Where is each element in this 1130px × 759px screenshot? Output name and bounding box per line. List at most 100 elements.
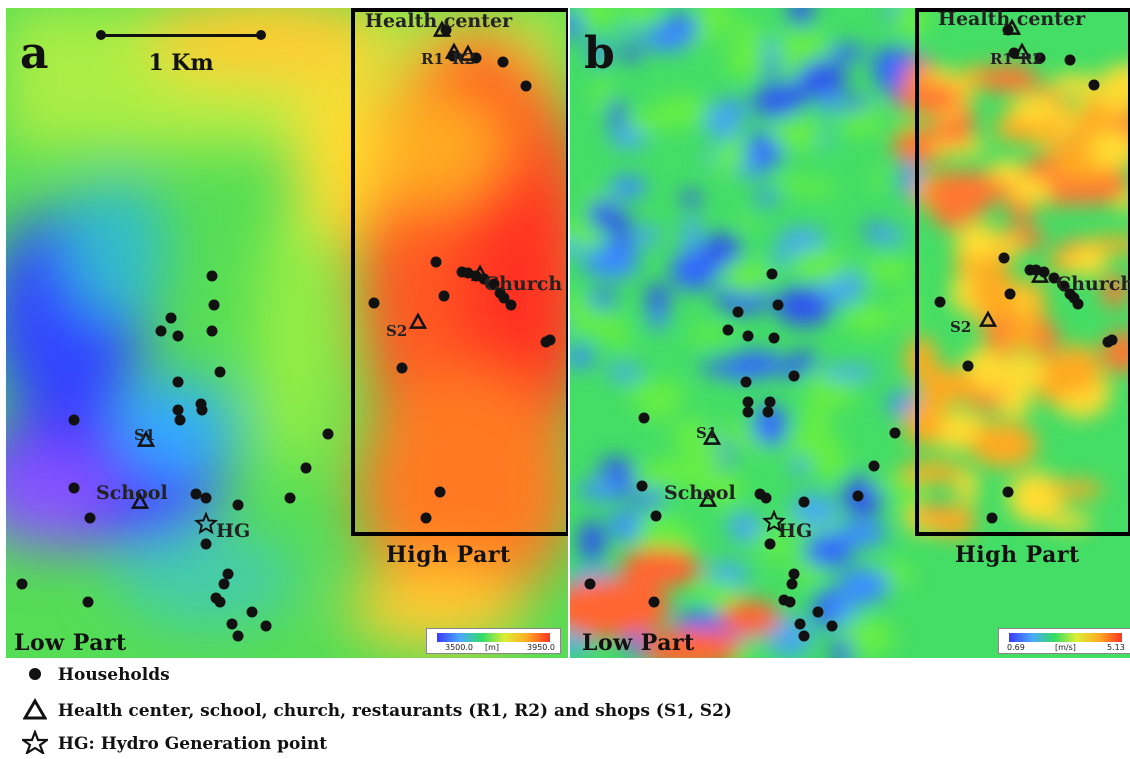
household-dot (165, 312, 177, 324)
elevation-colorbar: 3500.0 [m] 3950.0 (426, 628, 561, 654)
r1-label: R1 (421, 50, 444, 68)
legend-facilities: Health center, school, church, restauran… (18, 698, 732, 725)
church-label: Church (1056, 273, 1130, 295)
s2-label: S2 (950, 318, 972, 336)
legend-households: Households (18, 665, 170, 686)
household-dot (742, 406, 754, 418)
household-dot (768, 332, 780, 344)
elevation-raster (6, 8, 568, 658)
household-dot (740, 376, 752, 388)
household-dot (430, 256, 442, 268)
household-dot (788, 370, 800, 382)
household-dot (190, 488, 202, 500)
household-dot (172, 376, 184, 388)
scale-bar-label: 1 Km (148, 50, 214, 76)
panel-label-a: a (20, 28, 49, 79)
household-dot (812, 606, 824, 618)
facility-triangle-icon (1012, 42, 1032, 59)
facility-triangle-icon (130, 492, 150, 509)
facility-triangle-icon (444, 42, 464, 59)
r2-label: R2 (452, 50, 475, 68)
household-dot (68, 414, 80, 426)
facility-triangle-icon (1030, 266, 1050, 283)
household-dot (505, 299, 517, 311)
household-dot (962, 360, 974, 372)
household-dot (284, 492, 296, 504)
household-dot (232, 499, 244, 511)
hg-star-icon (194, 511, 218, 535)
facility-triangle-icon (458, 44, 478, 61)
household-dot (788, 568, 800, 580)
household-dot (986, 512, 998, 524)
household-dot (772, 299, 784, 311)
household-dot (16, 578, 28, 590)
colorbar-unit: [m/s] (1055, 643, 1076, 652)
household-dot (497, 56, 509, 68)
household-dot (826, 620, 838, 632)
household-dot (172, 330, 184, 342)
household-dot (1106, 334, 1118, 346)
household-dot (208, 299, 220, 311)
household-dot (396, 362, 408, 374)
household-dot (172, 404, 184, 416)
church-label: Church (484, 273, 563, 295)
household-dot (1064, 54, 1076, 66)
household-dot (762, 406, 774, 418)
colorbar-max: 3950.0 (527, 643, 555, 652)
household-dot (232, 630, 244, 642)
facility-triangle-icon (1002, 18, 1022, 35)
household-dot (1034, 52, 1046, 64)
household-dot (214, 596, 226, 608)
household-dot (786, 578, 798, 590)
household-dot (222, 568, 234, 580)
household-dot (1004, 288, 1016, 300)
household-dot (742, 330, 754, 342)
household-dot (174, 414, 186, 426)
facility-triangle-icon (408, 312, 428, 329)
household-dot (584, 578, 596, 590)
household-dot (742, 396, 754, 408)
household-dot (300, 462, 312, 474)
household-dot (889, 427, 901, 439)
household-dot (1088, 79, 1100, 91)
household-dot (420, 512, 432, 524)
school-label: School (96, 482, 168, 504)
high-part-label: High Part (955, 542, 1080, 568)
household-dot (368, 297, 380, 309)
household-dot (998, 252, 1010, 264)
low-part-label: Low Part (582, 630, 695, 656)
household-dot (206, 270, 218, 282)
household-dot (868, 460, 880, 472)
household-dot (760, 492, 772, 504)
household-dot (648, 596, 660, 608)
household-dot (82, 596, 94, 608)
household-dot (438, 290, 450, 302)
household-dot (68, 482, 80, 494)
hg-label: HG (216, 520, 251, 542)
household-dot (638, 412, 650, 424)
hg-star-icon (762, 509, 786, 533)
household-dot (764, 538, 776, 550)
household-dot (200, 492, 212, 504)
household-dot (852, 490, 864, 502)
wind-speed-map-panel: b Health center R1 R2 Church S2 S1 Schoo… (570, 8, 1130, 658)
household-dot (732, 306, 744, 318)
household-dot (794, 618, 806, 630)
low-part-label: Low Part (14, 630, 127, 656)
household-dot (322, 428, 334, 440)
facility-triangle-icon (978, 310, 998, 327)
household-dot (226, 618, 238, 630)
household-dot (155, 325, 167, 337)
household-dot (434, 486, 446, 498)
s2-label: S2 (386, 322, 408, 340)
household-dot (196, 404, 208, 416)
high-part-frame (351, 8, 568, 536)
household-dot (544, 334, 556, 346)
household-dot (206, 325, 218, 337)
household-dot (200, 538, 212, 550)
health-center-label: Health center (365, 10, 513, 32)
elevation-map-panel: a 1 Km Health center R1 R2 Church S2 S1 … (6, 8, 568, 658)
colorbar-unit: [m] (485, 643, 500, 652)
legend-hg: HG: Hydro Generation point (18, 728, 327, 759)
household-dot (214, 366, 226, 378)
